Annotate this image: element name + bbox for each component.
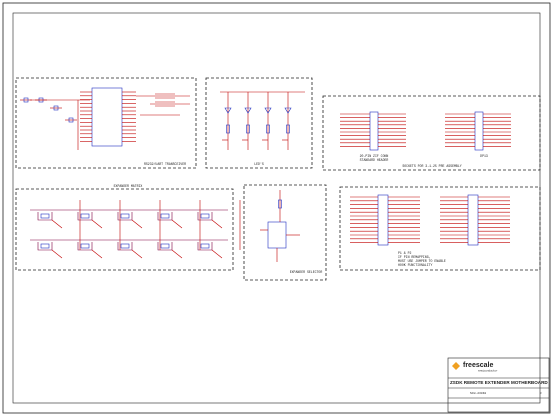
switch <box>197 212 213 221</box>
connector <box>377 194 389 246</box>
section-label: EXPANDER SELECTOR <box>290 270 323 274</box>
led-block <box>205 77 313 169</box>
switch <box>117 242 133 251</box>
section-label: DP13 <box>480 154 488 158</box>
title-block: freescale semiconductor ZSDK REMOTE EXTE… <box>447 357 550 413</box>
matrix-block <box>15 188 234 271</box>
resistor <box>266 124 270 134</box>
section-label: STANDARD HEADER <box>360 158 389 162</box>
wire <box>171 249 183 259</box>
led <box>244 107 252 114</box>
title-frame <box>447 357 550 413</box>
revision: C <box>540 392 542 395</box>
cap <box>53 105 59 111</box>
section-label: RS232/UART TRANSCEIVER <box>144 162 186 166</box>
company: freescale <box>463 362 493 369</box>
switch <box>77 242 93 251</box>
wire <box>211 249 223 259</box>
key <box>160 213 170 219</box>
switch <box>77 212 93 221</box>
note: IF PIN REMAPPING, <box>398 255 431 259</box>
key <box>80 213 90 219</box>
socket-block <box>339 186 541 271</box>
switch <box>117 212 133 221</box>
switch <box>157 212 173 221</box>
section-label: EXPANDER MATRIX <box>114 184 143 188</box>
wire <box>91 219 103 229</box>
cap <box>23 97 29 103</box>
wire <box>131 249 143 259</box>
cap <box>68 117 74 123</box>
ic <box>91 87 123 147</box>
key <box>80 243 90 249</box>
sheet-title: ZSDK REMOTE EXTENDER MOTHERBOARD <box>450 380 548 385</box>
wire <box>91 249 103 259</box>
led <box>264 107 272 114</box>
key <box>40 213 50 219</box>
resistor <box>286 124 290 134</box>
led <box>224 107 232 114</box>
key <box>200 243 210 249</box>
selector-block <box>243 184 327 281</box>
wire <box>131 219 143 229</box>
company-sub: semiconductor <box>478 370 498 373</box>
note: P1 & P2 <box>398 251 411 255</box>
resistor <box>246 124 250 134</box>
switch <box>197 242 213 251</box>
conn-block <box>322 95 541 171</box>
key <box>40 243 50 249</box>
key <box>160 243 170 249</box>
section-label: 20-PIN ZIF CONN <box>360 154 389 158</box>
logo-mark <box>452 362 460 370</box>
note: MUST USE JUMPER TO ENABLE <box>398 259 446 263</box>
resistor <box>278 199 282 209</box>
section-label: SOCKETS FOR 3-1.25 PRE ASSEMBLY <box>402 164 461 168</box>
connector <box>369 111 379 151</box>
ic <box>267 221 287 249</box>
led <box>284 107 292 114</box>
key <box>200 213 210 219</box>
wire <box>51 249 63 259</box>
doc-number: SCH-23340 <box>470 392 486 395</box>
wire <box>51 219 63 229</box>
note: HOOK FUNCTIONALITY <box>398 263 433 267</box>
switch <box>37 242 53 251</box>
switch <box>157 242 173 251</box>
wire <box>171 219 183 229</box>
wire <box>211 219 223 229</box>
switch <box>37 212 53 221</box>
connector <box>474 111 484 151</box>
key <box>120 213 130 219</box>
section-label: LED'S <box>254 162 264 166</box>
uart-block <box>15 77 197 169</box>
key <box>120 243 130 249</box>
resistor <box>226 124 230 134</box>
connector <box>467 194 479 246</box>
inner-frame <box>12 12 541 404</box>
